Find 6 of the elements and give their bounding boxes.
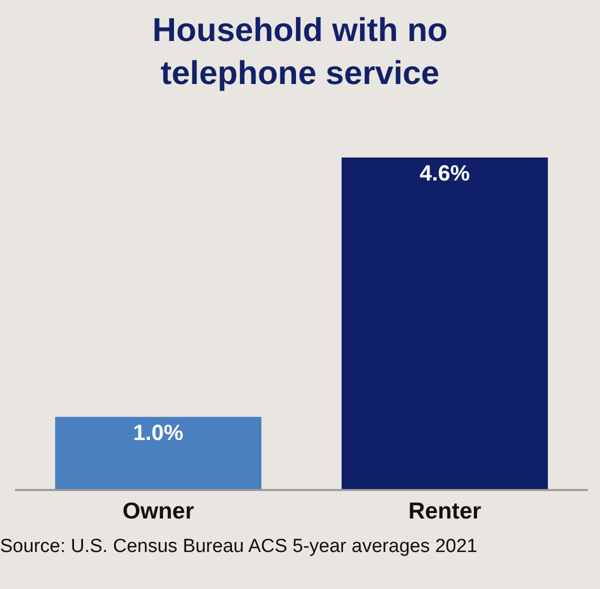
source-note: Source: U.S. Census Bureau ACS 5-year averages 2021 bbox=[0, 536, 478, 557]
chart-title: Household with no telephone service bbox=[152, 11, 448, 92]
x-tick-label: Renter bbox=[408, 498, 482, 524]
x-tick-label: Owner bbox=[122, 498, 194, 524]
data-label: 4.6% bbox=[420, 160, 470, 186]
data-label: 1.0% bbox=[133, 420, 184, 445]
